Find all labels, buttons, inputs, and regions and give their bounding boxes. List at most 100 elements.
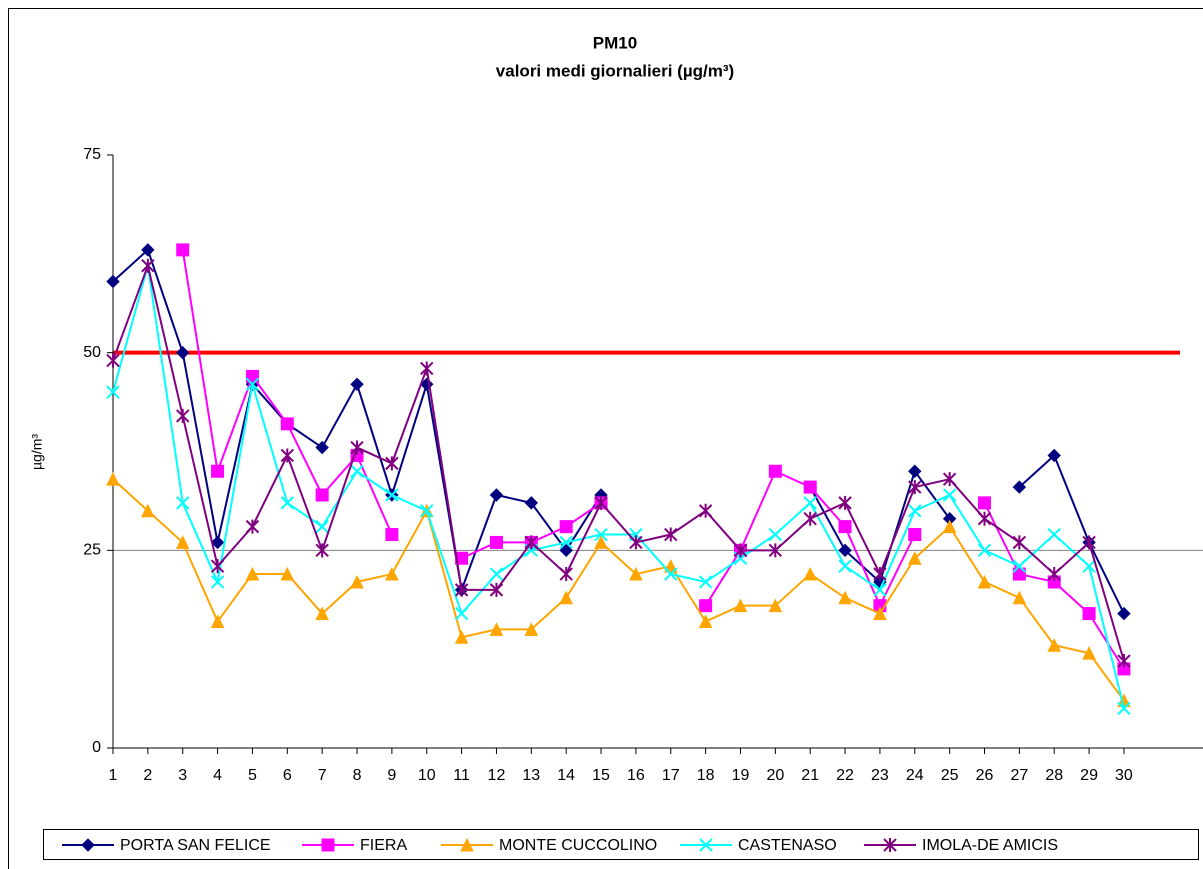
x-tick-label: 19	[732, 767, 750, 784]
x-tick-label: 7	[318, 767, 327, 784]
marker	[594, 495, 608, 510]
x-tick-label: 1	[109, 767, 118, 784]
marker	[1082, 559, 1096, 573]
marker	[908, 464, 922, 478]
marker	[908, 504, 922, 518]
marker	[1082, 607, 1096, 621]
x-tick-label: 27	[1010, 767, 1028, 784]
marker	[942, 472, 957, 487]
marker	[768, 464, 782, 478]
marker	[210, 614, 225, 628]
marker	[838, 559, 852, 573]
marker	[454, 606, 469, 621]
marker	[664, 527, 678, 542]
x-tick-label: 2	[143, 767, 152, 784]
marker	[315, 440, 329, 455]
marker	[245, 369, 259, 383]
x-tick-label: 15	[592, 767, 610, 784]
series-line	[112, 262, 1125, 662]
marker	[280, 448, 295, 463]
marker	[594, 535, 608, 549]
x-tick-label: 11	[453, 767, 470, 784]
marker	[1082, 535, 1096, 550]
marker	[385, 488, 399, 502]
marker	[629, 535, 643, 550]
marker	[210, 575, 225, 589]
marker	[1082, 646, 1096, 660]
marker	[524, 496, 539, 510]
marker	[977, 543, 992, 558]
y-tick-label: 0	[92, 739, 101, 756]
marker	[460, 837, 474, 852]
marker	[838, 495, 852, 510]
marker	[455, 551, 469, 565]
marker	[141, 243, 155, 257]
marker	[629, 566, 643, 581]
marker	[489, 488, 504, 502]
x-tick-label: 9	[387, 767, 396, 784]
marker	[350, 440, 364, 455]
marker	[489, 567, 504, 581]
marker	[524, 622, 539, 636]
x-tick-label: 8	[353, 767, 362, 784]
x-tick-label: 22	[836, 767, 854, 784]
marker	[106, 274, 120, 289]
marker	[245, 377, 260, 392]
marker	[315, 488, 329, 502]
marker	[1047, 638, 1062, 652]
x-tick-label: 16	[627, 767, 645, 784]
x-tick-label: 23	[871, 767, 889, 784]
marker	[385, 528, 399, 542]
marker	[1117, 701, 1131, 716]
marker	[803, 511, 817, 526]
marker	[559, 535, 573, 550]
marker	[977, 511, 992, 526]
x-tick-label: 21	[801, 767, 819, 784]
marker	[176, 496, 190, 510]
series-line	[112, 265, 1125, 709]
marker	[559, 520, 573, 534]
marker	[838, 520, 852, 534]
x-tick-label: 24	[906, 767, 924, 784]
x-tick-label: 5	[248, 767, 257, 784]
marker	[1012, 559, 1027, 573]
marker	[321, 838, 335, 852]
marker	[559, 567, 573, 582]
marker	[245, 566, 260, 581]
marker	[1012, 567, 1026, 581]
marker	[176, 345, 190, 360]
x-tick-label: 3	[178, 767, 187, 784]
marker	[908, 528, 922, 542]
x-tick-label: 20	[766, 767, 784, 784]
legend-label: IMOLA-DE AMICIS	[922, 837, 1058, 854]
marker	[1047, 527, 1061, 542]
marker	[454, 630, 469, 644]
y-tick-label: 50	[83, 344, 101, 361]
x-tick-label: 18	[697, 767, 715, 784]
marker	[907, 551, 922, 565]
x-tick-label: 25	[941, 767, 959, 784]
marker	[803, 566, 818, 581]
x-tick-label: 13	[522, 767, 540, 784]
legend-box	[43, 829, 1199, 860]
marker	[454, 582, 469, 597]
marker	[524, 535, 539, 550]
marker	[838, 543, 852, 558]
chart-border	[8, 8, 1203, 869]
marker	[873, 567, 887, 582]
marker	[176, 243, 190, 257]
x-tick-label: 4	[213, 767, 222, 784]
marker	[698, 614, 713, 628]
marker	[768, 598, 783, 613]
x-tick-label: 14	[557, 767, 575, 784]
marker	[559, 543, 573, 558]
marker	[942, 488, 957, 502]
marker	[664, 567, 678, 581]
y-tick-label: 25	[83, 542, 101, 559]
marker	[883, 838, 897, 852]
x-tick-label: 12	[488, 767, 506, 784]
marker	[315, 606, 329, 621]
marker	[838, 590, 852, 605]
marker	[733, 598, 748, 613]
